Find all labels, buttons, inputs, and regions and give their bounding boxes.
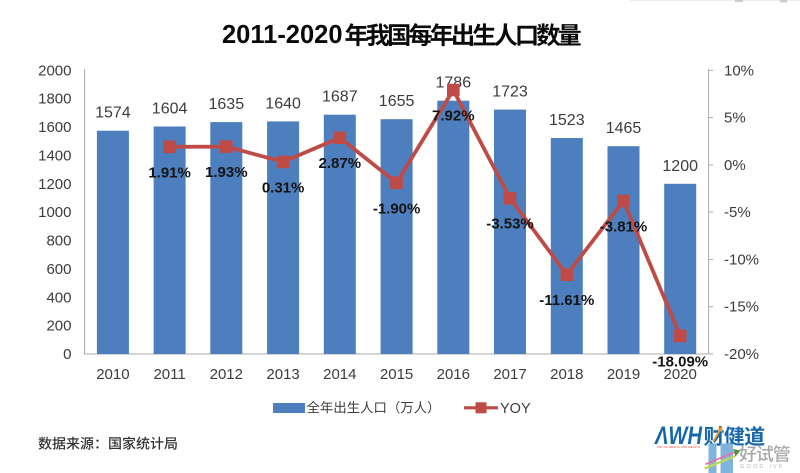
svg-text:0%: 0%	[724, 157, 746, 174]
svg-text:1.93%: 1.93%	[205, 164, 248, 181]
svg-text:1.91%: 1.91%	[148, 164, 191, 181]
svg-text:-3.53%: -3.53%	[486, 216, 534, 233]
svg-text:1465: 1465	[606, 120, 642, 137]
svg-text:800: 800	[46, 233, 71, 250]
svg-text:1723: 1723	[492, 84, 528, 101]
svg-text:YOY: YOY	[500, 401, 531, 417]
svg-text:2014: 2014	[323, 366, 356, 383]
svg-text:1400: 1400	[38, 147, 71, 164]
svg-text:2011-2020: 2011-2020	[222, 21, 343, 49]
svg-text:1574: 1574	[95, 105, 131, 122]
svg-text:2.87%: 2.87%	[319, 155, 362, 172]
svg-text:2012: 2012	[210, 366, 243, 383]
svg-text:400: 400	[46, 289, 71, 306]
svg-text:10%: 10%	[724, 62, 754, 79]
svg-text:-3.81%: -3.81%	[600, 218, 648, 235]
svg-text:1523: 1523	[549, 112, 585, 129]
svg-text:-10%: -10%	[724, 251, 759, 268]
svg-text:1655: 1655	[379, 93, 415, 110]
svg-text:2016: 2016	[437, 366, 470, 383]
svg-text:1786: 1786	[436, 75, 472, 92]
svg-text:1200: 1200	[38, 176, 71, 193]
svg-text:7.92%: 7.92%	[432, 108, 475, 125]
svg-text:2015: 2015	[380, 366, 413, 383]
svg-text:GOOD IVF: GOOD IVF	[740, 464, 785, 470]
svg-text:2010: 2010	[96, 366, 129, 383]
svg-text:-20%: -20%	[724, 346, 759, 363]
svg-text:2018: 2018	[550, 366, 583, 383]
svg-text:2011: 2011	[153, 366, 185, 383]
svg-text:1687: 1687	[322, 89, 358, 106]
svg-text:1000: 1000	[38, 204, 71, 221]
svg-text:1640: 1640	[265, 95, 301, 112]
svg-text:1800: 1800	[38, 91, 71, 108]
svg-text:1635: 1635	[209, 96, 245, 113]
svg-text:1600: 1600	[38, 119, 71, 136]
svg-text:200: 200	[46, 318, 71, 335]
svg-text:2000: 2000	[38, 62, 71, 79]
svg-text:0: 0	[63, 346, 71, 363]
svg-text:1604: 1604	[152, 101, 188, 118]
svg-text:5%: 5%	[724, 110, 746, 127]
svg-text:-1.90%: -1.90%	[373, 200, 421, 217]
svg-text:600: 600	[46, 261, 71, 278]
svg-text:-15%: -15%	[724, 299, 759, 316]
svg-text:2017: 2017	[493, 366, 526, 383]
svg-text:1200: 1200	[662, 158, 698, 175]
svg-text:2013: 2013	[266, 366, 299, 383]
svg-text:-11.61%: -11.61%	[539, 292, 594, 309]
svg-text:-5%: -5%	[724, 204, 751, 221]
svg-text:-18.09%: -18.09%	[652, 353, 708, 370]
svg-text:ART OF WEALTH AND WEALTH: ART OF WEALTH AND WEALTH	[657, 445, 700, 449]
svg-text:ΛWH: ΛWH	[653, 422, 702, 450]
svg-text:2020: 2020	[664, 366, 697, 383]
svg-text:2019: 2019	[607, 366, 640, 383]
svg-text:0.31%: 0.31%	[262, 179, 305, 196]
